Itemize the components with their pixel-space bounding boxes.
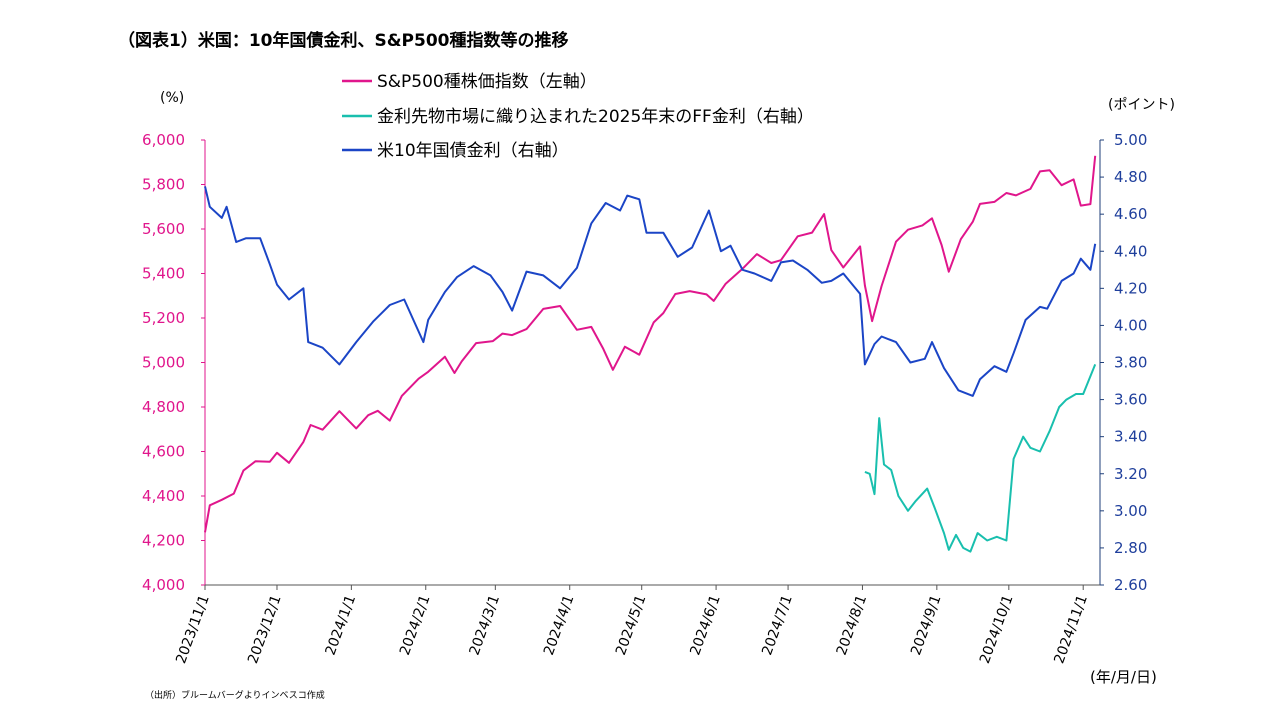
right-tick-label: 4.00 <box>1114 316 1147 334</box>
x-tick-label: 2024/8/1 <box>834 593 871 658</box>
x-tick-label: 2024/10/1 <box>977 593 1017 666</box>
source-note: （出所）ブルームバーグよりインベスコ作成 <box>145 691 325 701</box>
left-tick-label: 5,200 <box>142 309 185 327</box>
left-tick-label: 5,600 <box>142 220 185 238</box>
left-tick-label: 5,400 <box>142 265 185 283</box>
x-tick-label: 2024/11/1 <box>1051 593 1091 666</box>
left-tick-label: 5,800 <box>142 176 185 194</box>
right-axis-unit: (ポイント) <box>1108 97 1175 113</box>
series-line-3 <box>204 186 1097 397</box>
right-tick-label: 3.00 <box>1114 502 1147 520</box>
x-tick-label: 2023/11/1 <box>173 593 213 666</box>
x-tick-label: 2024/4/1 <box>541 593 578 658</box>
x-tick-label: 2024/3/1 <box>467 593 504 658</box>
x-tick-label: 2024/7/1 <box>759 593 796 658</box>
left-tick-label: 4,400 <box>142 487 185 505</box>
x-tick-label: 2024/1/1 <box>323 593 360 658</box>
chart-title: （図表1）米国：10年国債金利、S&P500種指数等の推移 <box>118 31 569 51</box>
right-tick-label: 3.20 <box>1114 465 1147 483</box>
right-tick-label: 3.40 <box>1114 428 1147 446</box>
right-tick-label: 4.40 <box>1114 242 1147 260</box>
x-axis-unit: (年/月/日) <box>1090 668 1157 686</box>
right-tick-label: 5.00 <box>1114 131 1147 149</box>
x-tick-label: 2024/6/1 <box>687 593 724 658</box>
left-tick-label: 5,000 <box>142 354 185 372</box>
series-line-2 <box>864 364 1097 553</box>
x-tick-label: 2023/12/1 <box>245 593 285 666</box>
left-tick-label: 4,200 <box>142 532 185 550</box>
x-tick-label: 2024/5/1 <box>613 593 650 658</box>
left-tick-label: 4,600 <box>142 443 185 461</box>
right-tick-label: 4.60 <box>1114 205 1147 223</box>
x-tick-label: 2024/9/1 <box>908 593 945 658</box>
right-tick-label: 2.80 <box>1114 539 1147 557</box>
series-line-1 <box>204 155 1097 533</box>
left-tick-label: 4,800 <box>142 398 185 416</box>
x-tick-label: 2024/2/1 <box>397 593 434 658</box>
right-tick-label: 3.60 <box>1114 391 1147 409</box>
right-tick-label: 4.80 <box>1114 168 1147 186</box>
legend-label-2: 金利先物市場に織り込まれた2025年末のFF金利（右軸） <box>377 107 814 127</box>
left-axis-unit: (%) <box>160 90 185 106</box>
left-tick-label: 4,000 <box>142 576 185 594</box>
right-tick-label: 4.20 <box>1114 279 1147 297</box>
right-tick-label: 2.60 <box>1114 576 1147 594</box>
legend-label-1: S&P500種株価指数（左軸） <box>377 72 597 92</box>
right-tick-label: 3.80 <box>1114 354 1147 372</box>
left-tick-label: 6,000 <box>142 131 185 149</box>
legend-label-3: 米10年国債金利（右軸） <box>377 141 569 161</box>
